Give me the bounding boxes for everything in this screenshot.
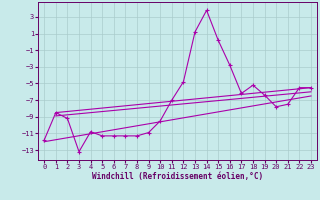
- X-axis label: Windchill (Refroidissement éolien,°C): Windchill (Refroidissement éolien,°C): [92, 172, 263, 181]
